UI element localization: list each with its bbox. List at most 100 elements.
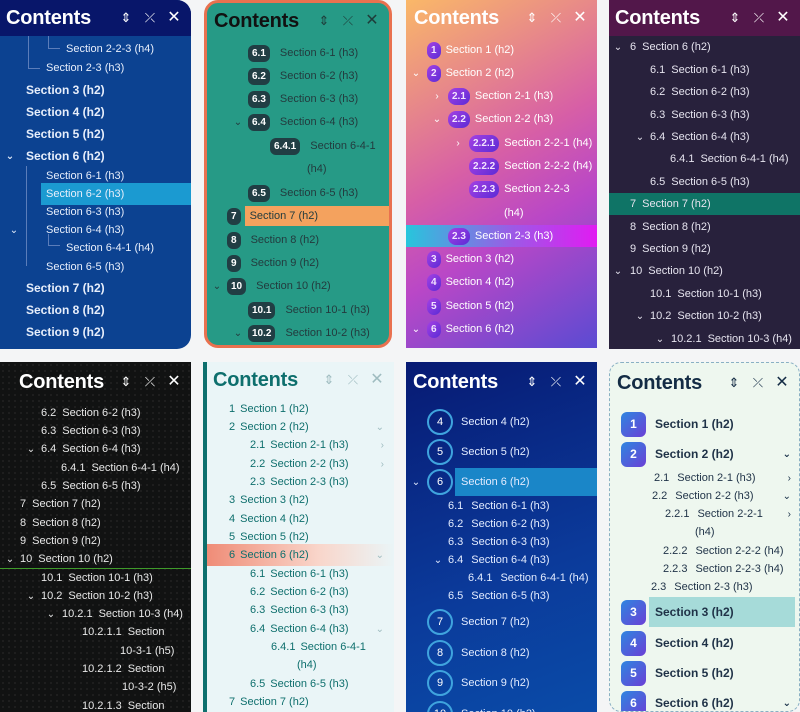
toc-item[interactable]: 6.3 Section 6-3 (h3) [207,88,389,110]
chevron-down-icon[interactable]: ⌄ [375,421,384,433]
toc-item[interactable]: 10.1 Section 10-1 (h3) [207,299,389,321]
toc-item[interactable]: 6.3 Section 6-3 (h3) [41,425,141,437]
toc-item[interactable]: 2.2.2 Section 2-2-2 (h4) [663,545,784,557]
toc-item[interactable]: ⌄ 6 Section 6 (h2) [406,467,597,497]
toc-item[interactable]: ⌄ 6.4 Section 6-4 (h3) [635,131,750,143]
toc-item[interactable]: 6.3 Section 6-3 (h3) [448,536,550,548]
toc-item[interactable]: 6.5 Section 6-5 (h3) [250,678,349,690]
collapse-all-icon[interactable]: ⤫ [144,10,156,25]
toc-item[interactable]: 6.4.1 Section 6-4-1 (h4) [468,572,589,584]
toc-item[interactable]: 2.1 Section 2-1 (h3) › [250,439,384,451]
toc-item[interactable]: 6.1 Section 6-1 (h3) [448,500,550,512]
close-icon[interactable]: ✕ [167,9,181,26]
toc-item[interactable]: ⌄ 10.2 Section 10-2 (h3) [26,590,153,602]
chevron-right-icon[interactable]: › [456,137,460,149]
toc-item[interactable]: 6.3 Section 6-3 (h3) [250,604,349,616]
toc-item[interactable]: Section 3 (h2) [26,83,105,97]
toc-item[interactable]: ⌄ 10.2.1 Section 10-3 (h4) [46,608,183,620]
toc-item[interactable]: 4 Section 4 (h2) [406,407,597,437]
toc-item[interactable]: 1 Section 1 (h2) [229,403,309,415]
chevron-down-icon[interactable]: ⌄ [233,116,243,128]
toc-item[interactable]: 10.2.1.3 Section [82,700,165,712]
chevron-down-icon[interactable]: ⌄ [432,113,442,125]
toc-item[interactable]: ⌄ 10.2 Section 10-2 (h3) [207,322,389,344]
chevron-down-icon[interactable]: ⌄ [5,553,15,565]
close-icon[interactable]: ✕ [573,9,587,26]
toc-item[interactable]: 7 Section 7 (h2) [229,696,309,708]
expand-all-icon[interactable]: ⇕ [323,372,335,387]
toc-item[interactable]: 6.4.1 Section 6-4-1 [207,135,389,157]
chevron-down-icon[interactable]: ⌄ [411,67,421,79]
toc-item[interactable]: ⌄ 6 Section 6 (h2) [406,318,597,340]
toc-item[interactable]: 3 Section 3 (h2) [406,248,597,270]
collapse-all-icon[interactable]: ⤫ [753,10,765,25]
toc-item[interactable]: 3 Section 3 (h2) [610,597,799,627]
toc-item[interactable]: 8 Section 8 (h2) [406,638,597,668]
chevron-right-icon[interactable]: › [380,458,384,470]
toc-item[interactable]: 9 Section 9 (h2) [20,535,101,547]
chevron-down-icon[interactable]: ⌄ [233,327,243,339]
close-icon[interactable]: ✕ [573,373,587,390]
toc-item[interactable]: ⌄ 10.2 Section 10-2 (h3) [635,310,762,322]
toc-item[interactable]: 6.4.1 Section 6-4-1 [271,641,366,653]
toc-item[interactable]: 6.5 Section 6-5 (h3) [207,182,389,204]
toc-item[interactable]: Section 6-4-1 (h4) [66,242,155,254]
toc-item[interactable]: 6.2 Section 6-2 (h3) [650,86,750,98]
toc-item[interactable]: 7 Section 7 (h2) [406,607,597,637]
toc-item[interactable]: 4 Section 4 (h2) [610,628,799,658]
close-icon[interactable]: ✕ [776,9,790,26]
expand-all-icon[interactable]: ⇕ [120,374,132,389]
toc-item[interactable]: › 2.1 Section 2-1 (h3) [406,85,597,107]
chevron-right-icon[interactable]: › [435,90,439,102]
collapse-all-icon[interactable]: ⤫ [550,10,562,25]
chevron-right-icon[interactable]: › [380,439,384,451]
toc-item[interactable]: 2.2.1 Section 2-2-1 › [665,508,791,520]
toc-item[interactable]: ⌄ 10 Section 10 (h2) [613,265,723,277]
toc-item[interactable]: Section 5 (h2) [26,127,105,141]
chevron-down-icon[interactable]: ⌄ [411,476,421,488]
toc-item[interactable]: 6.2 Section 6-2 (h3) [207,65,389,87]
toc-item[interactable]: ⌄ Section 6-4 (h3) [9,224,125,236]
toc-item[interactable]: 6.1 Section 6-1 (h3) [207,42,389,64]
toc-item[interactable]: 6.3 Section 6-3 (h3) [650,109,750,121]
toc-item[interactable]: 2.3 Section 2-3 (h3) [250,476,349,488]
toc-item[interactable]: 6 Section 6 (h2) ⌄ [610,688,799,711]
expand-all-icon[interactable]: ⇕ [729,10,741,25]
toc-item[interactable]: 1 Section 1 (h2) [406,39,597,61]
chevron-down-icon[interactable]: ⌄ [375,623,384,635]
toc-item[interactable]: 6.1 Section 6-1 (h3) [250,568,349,580]
toc-item[interactable]: 9 Section 9 (h2) [207,252,389,274]
expand-all-icon[interactable]: ⇕ [318,13,330,28]
toc-item[interactable]: 2.2.3 Section 2-2-3 [406,178,597,200]
toc-item[interactable]: 6.2 Section 6-2 (h3) [41,407,141,419]
toc-item[interactable]: ⌄ 6.4 Section 6-4 (h3) [26,443,141,455]
chevron-down-icon[interactable]: ⌄ [212,280,222,292]
collapse-all-icon[interactable]: ⤫ [347,372,359,387]
toc-item[interactable]: 10.1 Section 10-1 (h3) [650,288,762,300]
toc-item[interactable]: 5 Section 5 (h2) [610,658,799,688]
toc-item[interactable]: 2.2.2 Section 2-2-2 (h4) [406,155,597,177]
toc-item[interactable]: ⌄ 6.4 Section 6-4 (h3) [433,554,550,566]
toc-item[interactable]: 1 Section 1 (h2) [610,409,799,439]
chevron-down-icon[interactable]: ⌄ [411,323,421,335]
toc-item[interactable]: 9 Section 9 (h2) [406,668,597,698]
toc-item[interactable]: Section 6-3 (h3) [46,206,125,218]
toc-item[interactable]: 6.4.1 Section 6-4-1 (h4) [61,462,180,474]
toc-item[interactable]: 8 Section 8 (h2) [20,517,101,529]
toc-item[interactable]: 6.5 Section 6-5 (h3) [650,176,750,188]
toc-item[interactable]: Section 8 (h2) [26,303,105,317]
toc-item[interactable]: ⌄ 10.2.1 Section 10-3 (h4) [655,333,792,345]
toc-item[interactable]: Section 7 (h2) [26,281,105,295]
toc-item[interactable]: 2.2 Section 2-2 (h3) ⌄ [652,490,791,502]
chevron-down-icon[interactable]: ⌄ [782,448,791,460]
toc-item[interactable]: ⌄ 6.4 Section 6-4 (h3) [207,111,389,133]
toc-item-selected[interactable]: 7 Section 7 (h2) [609,193,800,215]
chevron-down-icon[interactable]: ⌄ [782,490,791,502]
toc-item[interactable]: ⌄ 6 Section 6 (h2) [613,41,711,53]
toc-item[interactable]: 5 Section 5 (h2) [406,295,597,317]
toc-item[interactable]: 4 Section 4 (h2) [406,271,597,293]
collapse-all-icon[interactable]: ⤫ [342,13,354,28]
chevron-down-icon[interactable]: ⌄ [375,549,384,561]
chevron-right-icon[interactable]: › [787,472,791,484]
